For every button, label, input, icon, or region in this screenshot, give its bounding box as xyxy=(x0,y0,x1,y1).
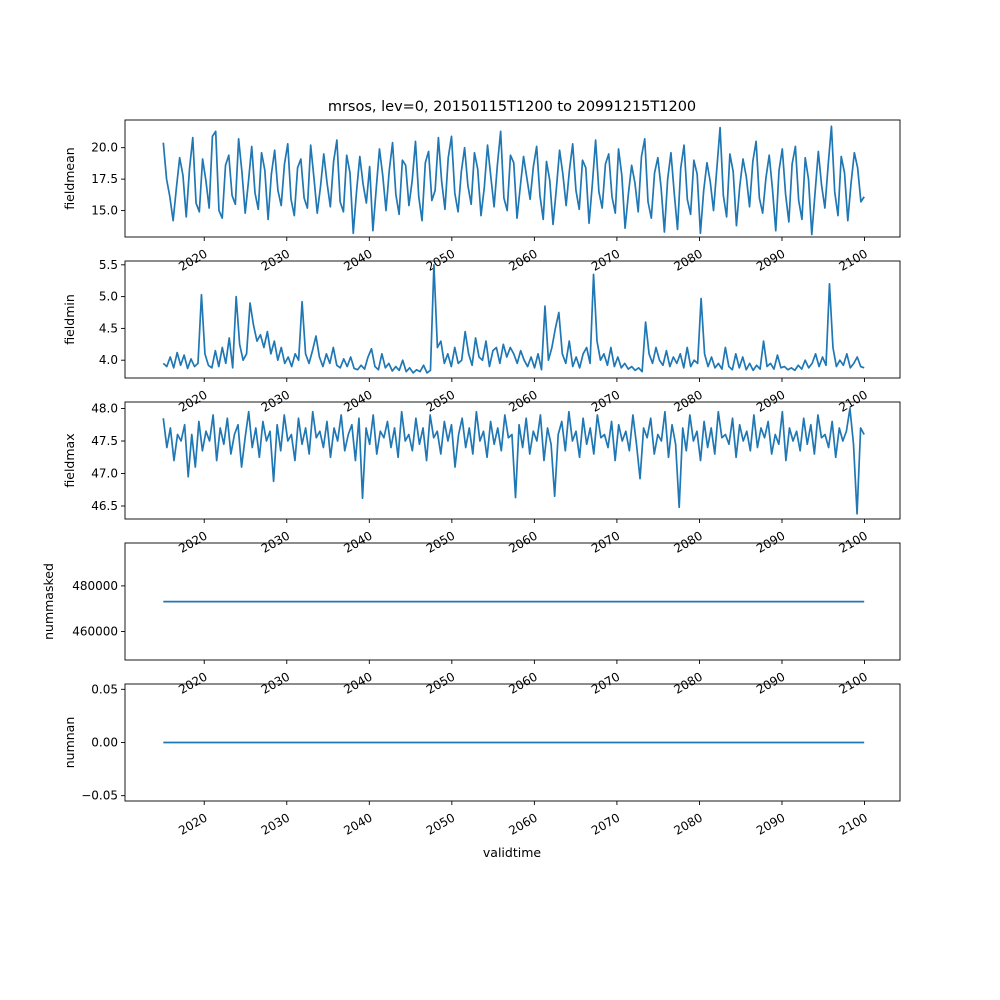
fieldmax-series-line xyxy=(162,407,865,515)
numnan-y-axis-label: numnan xyxy=(62,717,77,769)
x-axis-label: validtime xyxy=(483,845,541,860)
nummasked-y-axis-label: nummasked xyxy=(41,563,56,640)
fieldmean-series-line xyxy=(162,125,865,236)
numnan-y-tick-label: 0.00 xyxy=(91,736,118,750)
nummasked-y-tick-label: 460000 xyxy=(72,624,118,638)
fieldmin-y-tick-label: 5.5 xyxy=(99,258,118,272)
fieldmean-y-tick-label: 20.0 xyxy=(91,141,118,155)
fieldmean-y-tick-label: 17.5 xyxy=(91,172,118,186)
nummasked-y-tick-label: 480000 xyxy=(72,579,118,593)
fieldmax-y-tick-label: 47.5 xyxy=(91,434,118,448)
nummasked-axes-frame xyxy=(124,542,901,661)
fieldmean-y-tick-label: 15.0 xyxy=(91,204,118,218)
fieldmin-series-line xyxy=(162,263,865,374)
fieldmean-y-axis-label: fieldmean xyxy=(62,147,77,209)
fieldmin-y-tick-label: 4.0 xyxy=(99,353,118,367)
fieldmean-axes-frame xyxy=(124,119,901,238)
fieldmax-y-tick-label: 48.0 xyxy=(91,402,118,416)
fieldmin-y-axis-label: fieldmin xyxy=(62,294,77,345)
fieldmin-y-tick-label: 5.0 xyxy=(99,290,118,304)
numnan-y-tick-label: 0.05 xyxy=(91,682,118,696)
fieldmin-axes-frame xyxy=(124,260,901,379)
fieldmax-y-tick-label: 46.5 xyxy=(91,499,118,513)
fieldmin-y-tick-label: 4.5 xyxy=(99,321,118,335)
fieldmax-y-axis-label: fieldmax xyxy=(62,433,77,487)
fieldmax-y-tick-label: 47.0 xyxy=(91,467,118,481)
figure-title: mrsos, lev=0, 20150115T1200 to 20991215T… xyxy=(328,99,696,115)
numnan-y-tick-label: −0.05 xyxy=(81,789,118,803)
fieldmax-axes-frame xyxy=(124,401,901,520)
